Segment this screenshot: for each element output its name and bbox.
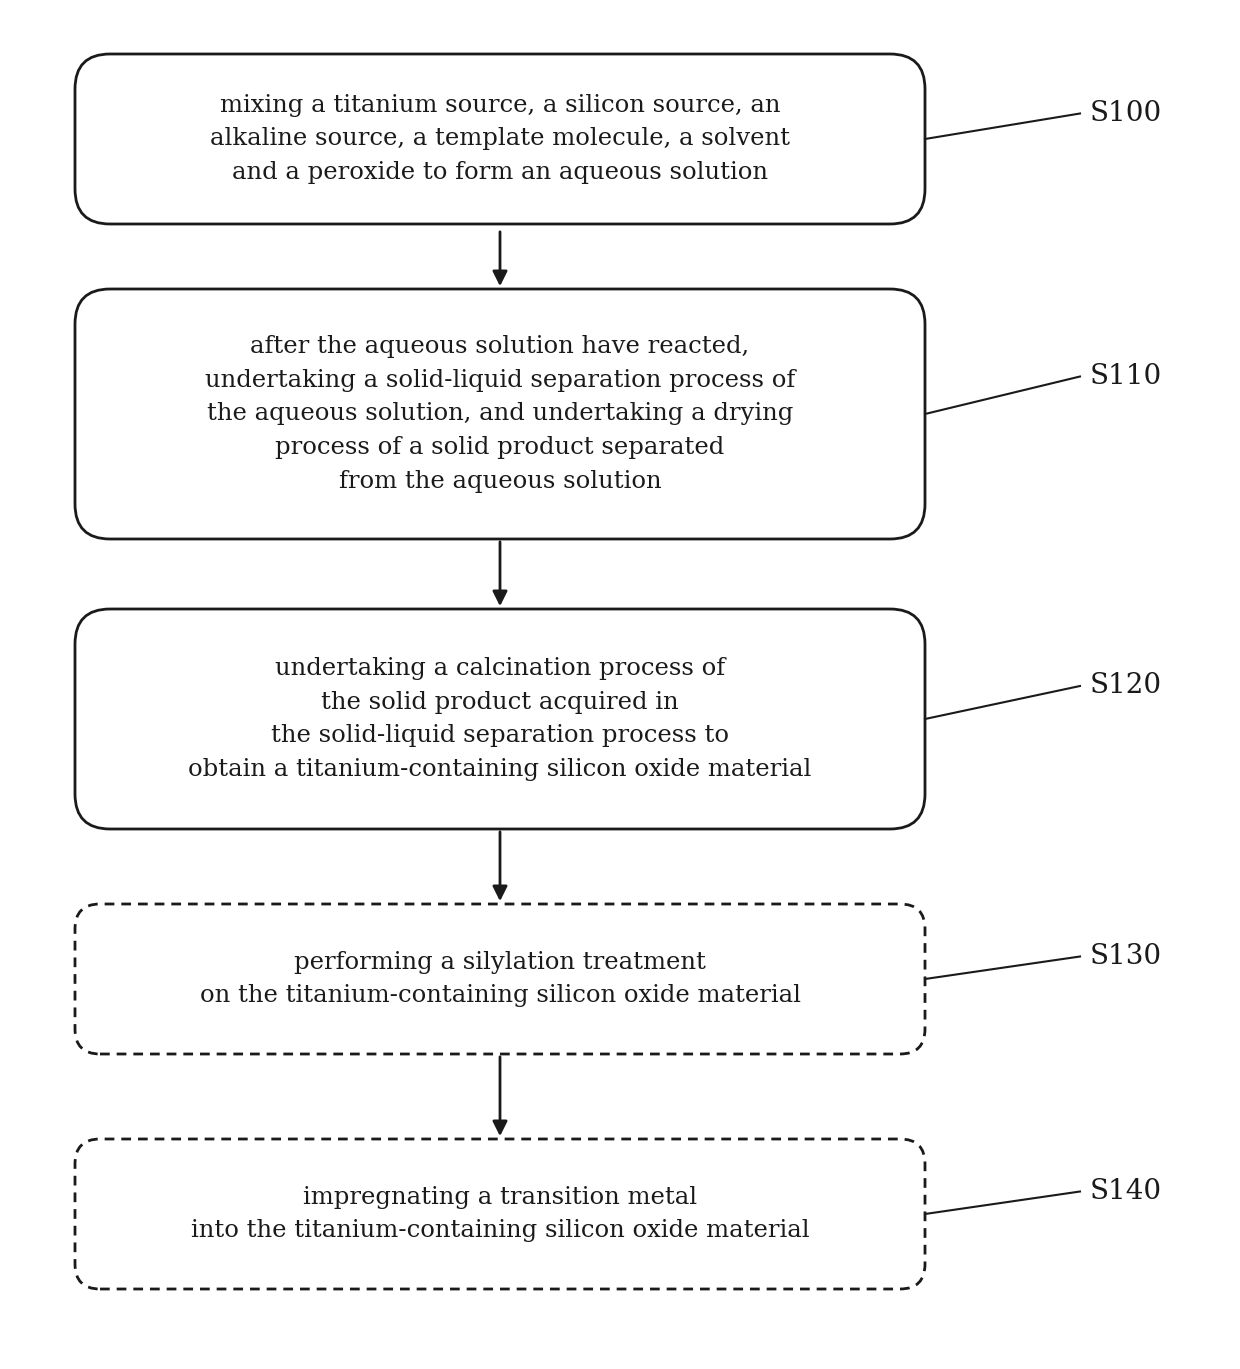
Text: S130: S130 <box>1090 943 1162 971</box>
Text: S140: S140 <box>1090 1177 1162 1205</box>
Text: S120: S120 <box>1090 672 1162 700</box>
FancyBboxPatch shape <box>74 609 925 830</box>
FancyBboxPatch shape <box>74 53 925 225</box>
Text: performing a silylation treatment
on the titanium-containing silicon oxide mater: performing a silylation treatment on the… <box>200 950 801 1008</box>
Text: impregnating a transition metal
into the titanium-containing silicon oxide mater: impregnating a transition metal into the… <box>191 1186 810 1243</box>
Text: mixing a titanium source, a silicon source, an
alkaline source, a template molec: mixing a titanium source, a silicon sour… <box>210 93 790 185</box>
Text: undertaking a calcination process of
the solid product acquired in
the solid-liq: undertaking a calcination process of the… <box>188 657 812 782</box>
FancyBboxPatch shape <box>74 289 925 539</box>
Text: S100: S100 <box>1090 100 1162 127</box>
Text: after the aqueous solution have reacted,
undertaking a solid-liquid separation p: after the aqueous solution have reacted,… <box>205 335 795 493</box>
FancyBboxPatch shape <box>74 1139 925 1290</box>
FancyBboxPatch shape <box>74 904 925 1054</box>
Text: S110: S110 <box>1090 363 1162 390</box>
